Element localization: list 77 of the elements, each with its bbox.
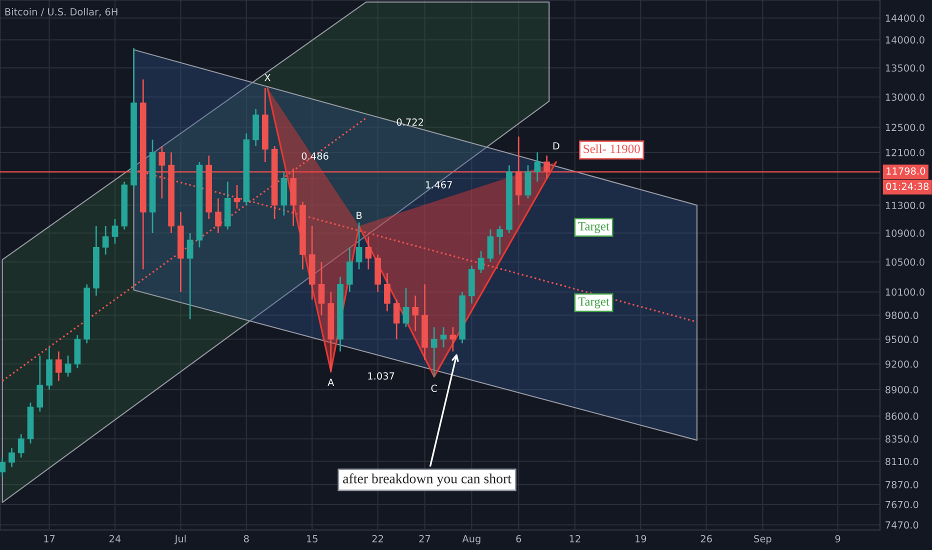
y-tick-label: 13000.0 (886, 93, 924, 101)
y-tick-label: 8110.0 (886, 458, 918, 466)
y-tick-label: 7470.0 (886, 521, 918, 529)
x-tick-label: 24 (110, 535, 121, 542)
annotation: 1.037 (368, 372, 394, 380)
annotation: D (553, 142, 560, 150)
candlestick (430, 326, 438, 378)
y-tick-label: 10500.0 (886, 258, 924, 266)
annotation: Sell- 11900 (584, 144, 640, 154)
x-tick-label: 12 (570, 535, 580, 542)
y-tick-label: 11300.0 (886, 202, 924, 210)
text: Bitcoin / U.S. Dollar, 6H (5, 8, 118, 16)
ref-line-label: 11798.0 (886, 167, 926, 175)
candlestick (393, 298, 400, 340)
y-tick-label: 8350.0 (886, 435, 918, 443)
candlestick (402, 287, 410, 328)
x-tick-label: 27 (419, 535, 430, 542)
candlestick (524, 164, 532, 200)
y-tick-label: 14400.0 (886, 14, 924, 22)
y-tick-label: 10900.0 (886, 230, 924, 237)
annotation: Target (578, 297, 610, 308)
candlestick (8, 447, 15, 468)
x-tick-label: Sep (754, 535, 772, 544)
candlestick (186, 232, 194, 320)
annotation: X (264, 74, 271, 82)
y-tick-label: 12500.0 (886, 124, 924, 132)
candlestick (36, 354, 44, 412)
candlestick (318, 261, 325, 316)
candlestick (365, 236, 372, 270)
text: 01:24:38 (886, 182, 929, 190)
x-tick-label: 26 (700, 535, 712, 542)
x-tick-label: 8 (244, 535, 249, 542)
candlestick (56, 350, 62, 382)
y-tick-label: 9500.0 (885, 336, 918, 344)
candlestick (346, 246, 353, 293)
y-tick-label: 14000.0 (886, 36, 924, 44)
candlestick (534, 152, 541, 182)
annotation: B (356, 212, 362, 219)
y-tick-label: 13500.0 (886, 64, 924, 72)
candlestick (18, 434, 24, 458)
x-tick-label: 6 (516, 535, 522, 542)
candlestick (384, 272, 390, 312)
annotation: after breakdown you can short (343, 473, 512, 486)
candlestick (215, 198, 222, 234)
candlestick (496, 225, 504, 256)
annotation: 1.467 (426, 181, 452, 188)
candlestick (234, 184, 240, 210)
candlestick (356, 222, 362, 270)
y-tick-label: 9800.0 (885, 312, 918, 320)
annotation: Target (578, 222, 610, 234)
x-tick-label: 22 (372, 535, 384, 542)
candlestick (112, 218, 118, 244)
x-tick-label: 9 (835, 535, 840, 542)
annotation: A (328, 378, 334, 386)
x-tick-label: Jul (174, 534, 186, 544)
y-tick-label: 7870.0 (886, 481, 918, 488)
y-tick-label: 8600.0 (886, 412, 918, 420)
candlestick (64, 354, 72, 378)
annotation: 0.486 (302, 152, 328, 160)
y-tick-label: 8900.0 (886, 386, 918, 394)
x-tick-label: 19 (636, 535, 646, 542)
x-tick-label: 15 (306, 535, 318, 542)
y-tick-label: 12100.0 (886, 148, 924, 156)
candlestick (478, 250, 484, 274)
annotation: 0.722 (396, 118, 424, 126)
y-tick-label: 7670.0 (886, 500, 918, 508)
candlestick (412, 295, 419, 332)
x-tick-label: 17 (44, 535, 55, 542)
candlestick (0, 456, 6, 478)
candlestick (440, 326, 447, 348)
candlestick (102, 225, 109, 256)
y-tick-label: 10100.0 (886, 288, 924, 296)
candlestick (450, 326, 456, 352)
annotation: C (431, 384, 437, 392)
candlestick (487, 228, 494, 263)
y-tick-label: 9200.0 (885, 360, 918, 368)
x-tick-label: Aug (462, 535, 480, 544)
